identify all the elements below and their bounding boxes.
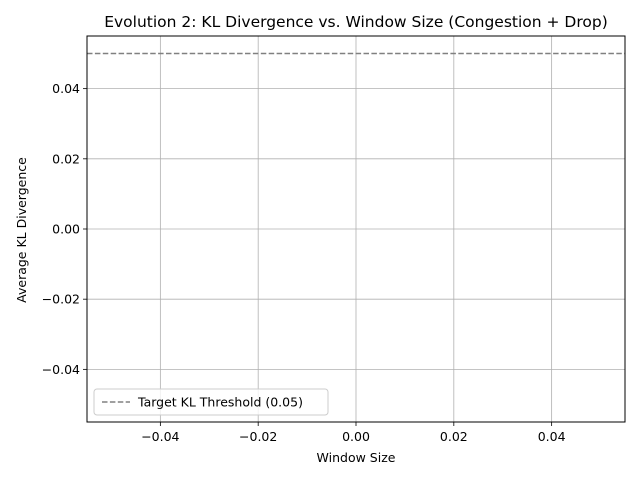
y-tick-label: 0.00 — [52, 222, 80, 237]
x-axis-label: Window Size — [317, 450, 396, 465]
x-axis-ticks: −0.04 −0.02 0.00 0.02 0.04 — [141, 422, 566, 444]
legend-label-target-kl-threshold: Target KL Threshold (0.05) — [137, 395, 303, 410]
legend: Target KL Threshold (0.05) — [93, 388, 329, 416]
x-tick-label: 0.00 — [342, 429, 370, 444]
x-tick-label: 0.04 — [538, 429, 566, 444]
y-tick-label: −0.02 — [42, 292, 80, 307]
y-tick-label: 0.04 — [52, 81, 80, 96]
y-axis-ticks: −0.04 −0.02 0.00 0.02 0.04 — [42, 81, 87, 377]
x-tick-label: 0.02 — [440, 429, 468, 444]
grid — [87, 36, 625, 422]
x-tick-label: −0.04 — [141, 429, 179, 444]
chart-title: Evolution 2: KL Divergence vs. Window Si… — [104, 13, 608, 31]
y-tick-label: 0.02 — [52, 151, 80, 166]
x-tick-label: −0.02 — [239, 429, 277, 444]
y-tick-label: −0.04 — [42, 362, 80, 377]
y-axis-label: Average KL Divergence — [14, 157, 29, 303]
legend-box — [93, 388, 329, 416]
